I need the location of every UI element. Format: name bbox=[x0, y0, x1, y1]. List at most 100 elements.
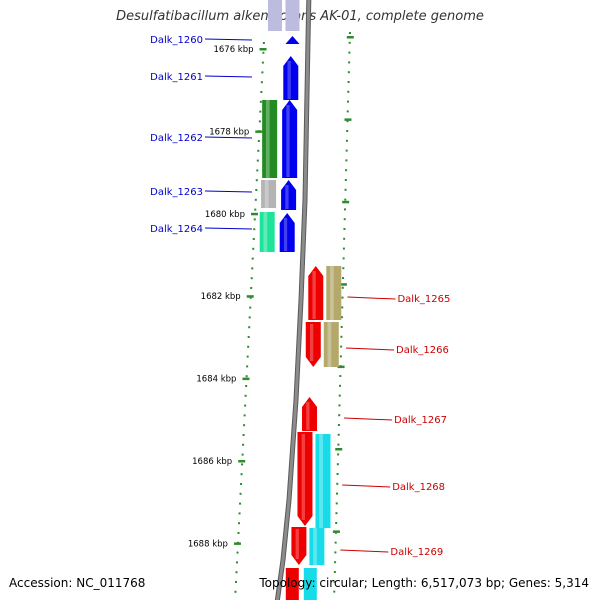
guide-dot-right bbox=[344, 188, 347, 191]
gene-feature-tip bbox=[285, 36, 300, 44]
guide-dot-left bbox=[244, 404, 247, 407]
kbp-tick-right bbox=[337, 365, 345, 369]
guide-dot-right bbox=[337, 424, 340, 426]
backbone bbox=[274, 0, 312, 600]
guide-dot-right bbox=[342, 257, 345, 260]
kbp-tick bbox=[255, 130, 263, 133]
gene-label: Dalk_1264 bbox=[150, 224, 203, 235]
gene-feature-shine bbox=[309, 324, 314, 361]
guide-dot-left bbox=[261, 61, 264, 64]
guide-dot-left bbox=[261, 71, 264, 74]
guide-dot-right bbox=[345, 159, 348, 162]
guide-dot-right bbox=[338, 394, 341, 397]
gene-feature bbox=[302, 397, 318, 431]
category-box bbox=[326, 266, 342, 320]
guide-dot-right bbox=[341, 306, 344, 309]
kbp-label: 1684 kbp bbox=[196, 375, 236, 385]
guide-dot-right bbox=[343, 208, 346, 211]
guide-dot-right bbox=[340, 326, 343, 328]
guide-dot-right bbox=[342, 277, 345, 279]
category-box-shine bbox=[319, 434, 323, 528]
guide-dot-right bbox=[348, 61, 351, 64]
guide-dot-right bbox=[337, 453, 340, 456]
guide-dot-left bbox=[253, 228, 256, 231]
guide-dot-right bbox=[334, 561, 337, 564]
guide-dot-right bbox=[343, 218, 346, 221]
guide-dot-right bbox=[345, 149, 348, 152]
label-leader bbox=[204, 75, 253, 78]
guide-dot-left bbox=[238, 522, 241, 525]
guide-dot-left bbox=[254, 208, 257, 211]
gene-dalk-1261: Dalk_1261 bbox=[150, 56, 299, 100]
guide-dot-right bbox=[340, 335, 343, 338]
guide-dot-right bbox=[335, 522, 338, 524]
guide-dot-right bbox=[336, 463, 339, 466]
accession-text: Accession: NC_011768 bbox=[9, 576, 146, 590]
guide-dot-right bbox=[333, 571, 336, 573]
gene-feature bbox=[279, 213, 295, 252]
guide-dot-right bbox=[346, 130, 349, 132]
guide-dot-right bbox=[347, 100, 350, 103]
guide-dot-left bbox=[240, 473, 243, 476]
guide-dot-right bbox=[345, 139, 348, 142]
gene-label: Dalk_1267 bbox=[394, 415, 447, 426]
guide-dot-left bbox=[255, 179, 258, 182]
gene-feature bbox=[297, 432, 313, 526]
gene-dalk-1262: Dalk_1262 bbox=[150, 100, 298, 178]
guide-dot-left bbox=[243, 414, 246, 417]
guide-dot-left bbox=[260, 91, 263, 93]
guide-dot-left bbox=[241, 453, 244, 456]
guide-dot-left bbox=[236, 551, 239, 554]
gene-feature-shine bbox=[285, 185, 289, 209]
guide-dot-right bbox=[346, 120, 349, 123]
kbp-tick-right bbox=[332, 530, 340, 533]
gene-feature bbox=[285, 568, 299, 600]
gene-feature bbox=[305, 322, 321, 367]
guide-dot-left bbox=[234, 581, 237, 583]
guide-dot-left bbox=[249, 306, 252, 309]
guide-dot-right bbox=[335, 502, 338, 505]
kbp-tick bbox=[250, 212, 258, 216]
guide-dot-left bbox=[248, 316, 251, 319]
gene-dalk-1267: Dalk_1267 bbox=[302, 397, 447, 431]
gene-dalk-1269: Dalk_1269 bbox=[291, 527, 443, 565]
kbp-scale: 1676 kbp 1678 kbp 1680 kbp 1682 kbp 1684 kbp… bbox=[188, 36, 354, 549]
label-leader bbox=[204, 227, 253, 230]
guide-dot-right bbox=[334, 551, 337, 554]
gene-feature-shine bbox=[286, 105, 290, 177]
gene-dalk-1265: Dalk_1265 bbox=[308, 266, 450, 320]
category-box-shine bbox=[264, 180, 269, 208]
guide-dot-left bbox=[253, 218, 256, 221]
gene-feature-shine bbox=[295, 529, 299, 559]
guide-dot-right bbox=[343, 228, 346, 230]
guide-dot-right bbox=[347, 71, 350, 74]
guide-dot-left bbox=[245, 385, 248, 387]
kbp-tick bbox=[259, 48, 267, 51]
guide-dot-right bbox=[348, 32, 351, 34]
category-box-shine bbox=[265, 100, 270, 178]
guide-dot-right bbox=[347, 81, 350, 83]
guide-dot-left bbox=[260, 81, 263, 84]
guide-dot-left bbox=[235, 571, 238, 574]
guide-dot-left bbox=[234, 590, 237, 593]
kbp-label: 1688 kbp bbox=[188, 539, 228, 549]
guide-dot-right bbox=[340, 316, 343, 319]
guide-dot-right bbox=[348, 41, 351, 44]
guide-dot-right bbox=[342, 267, 345, 270]
category-box-shine bbox=[330, 266, 334, 320]
gene-feature-shine bbox=[306, 402, 310, 430]
category-box bbox=[259, 212, 275, 252]
category-box bbox=[315, 434, 331, 528]
guide-dot-right bbox=[347, 90, 350, 93]
category-box bbox=[303, 568, 317, 600]
guide-dot-right bbox=[348, 51, 351, 54]
kbp-tick-right bbox=[335, 448, 343, 451]
guide-dot-right bbox=[333, 590, 336, 593]
kbp-tick bbox=[242, 377, 250, 381]
gene-label: Dalk_1265 bbox=[397, 294, 450, 305]
guide-dot-right bbox=[337, 433, 340, 436]
guide-dot-left bbox=[250, 277, 253, 280]
backbone-line bbox=[275, 0, 311, 600]
guide-dot-left bbox=[246, 365, 249, 368]
